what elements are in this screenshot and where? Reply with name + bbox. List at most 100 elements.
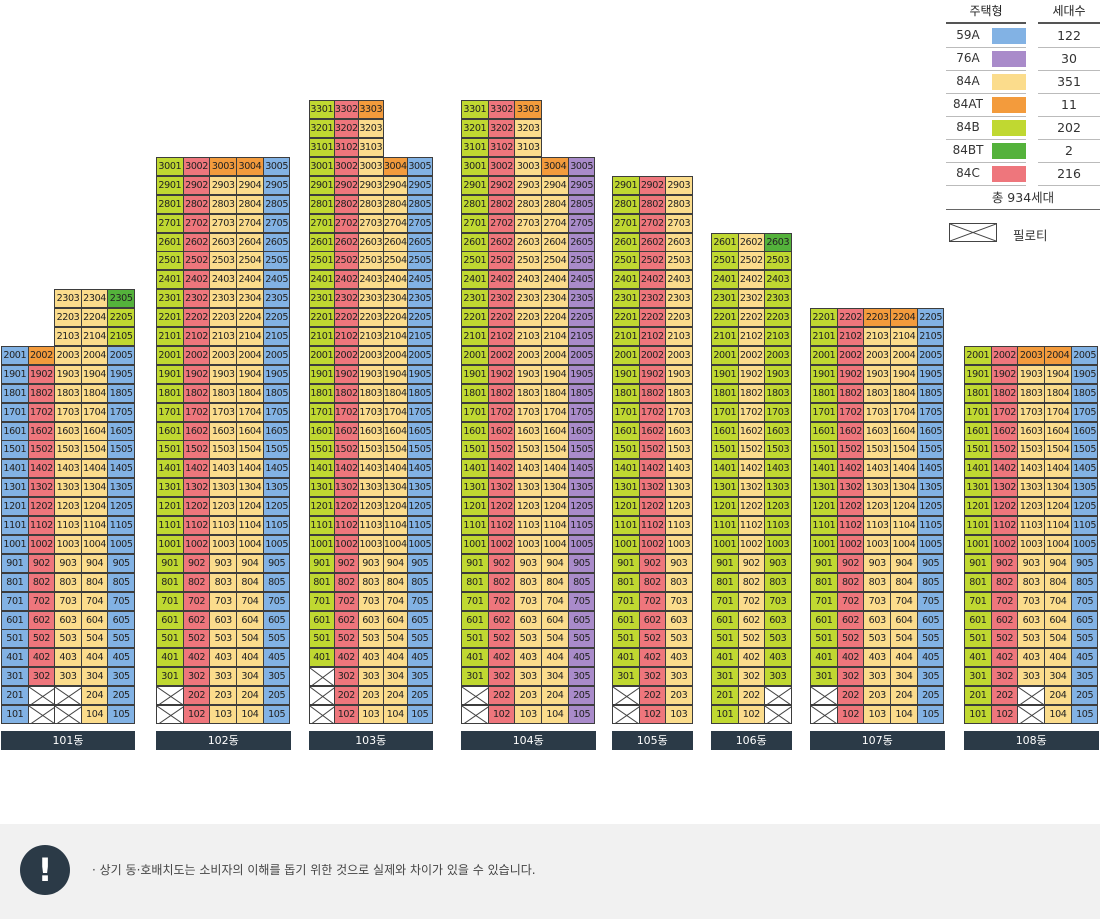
unit-102: 102 (487, 705, 516, 724)
unit-3005: 3005 (407, 156, 433, 176)
unit-2702: 2702 (638, 213, 666, 233)
unit-1602: 1602 (487, 421, 516, 441)
unit-2103: 2103 (665, 327, 693, 346)
unit-2204: 2204 (382, 308, 408, 328)
legend-item-84bt: 84BT 2 (946, 139, 1100, 162)
unit-2701: 2701 (612, 213, 640, 233)
unit-401: 401 (461, 648, 489, 668)
unit-3001: 3001 (461, 156, 489, 176)
unit-1803: 1803 (209, 383, 238, 403)
unit-2102: 2102 (333, 327, 359, 346)
unit-703: 703 (665, 591, 693, 611)
unit-404: 404 (236, 648, 264, 668)
unit-2702: 2702 (333, 213, 359, 233)
unit-3301: 3301 (461, 100, 489, 120)
unit-502: 502 (487, 629, 516, 649)
legend-item-84c: 84C 216 (946, 162, 1100, 185)
unit-1401: 1401 (810, 459, 838, 479)
unit-602: 602 (737, 610, 765, 630)
unit-2501: 2501 (612, 251, 640, 271)
unit-1402: 1402 (333, 459, 359, 479)
unit-502: 502 (27, 629, 56, 649)
unit-1802: 1802 (990, 383, 1019, 403)
unit-503: 503 (209, 629, 238, 649)
unit-2004: 2004 (80, 345, 109, 365)
unit-803: 803 (514, 572, 543, 592)
unit-501: 501 (1, 629, 29, 649)
unit-1003: 1003 (764, 534, 792, 554)
unit-704: 704 (1044, 591, 1072, 611)
unit-1802: 1802 (182, 383, 211, 403)
unit-802: 802 (737, 572, 765, 592)
unit-2705: 2705 (407, 213, 433, 233)
unit-1103: 1103 (209, 516, 238, 535)
unit-1702: 1702 (182, 402, 211, 422)
unit-303: 303 (54, 667, 82, 687)
unit-1603: 1603 (209, 421, 238, 441)
legend-color-swatch (992, 51, 1026, 67)
unit-1001: 1001 (711, 534, 739, 554)
legend-color-swatch (992, 28, 1026, 44)
unit-2503: 2503 (764, 251, 792, 271)
unit-1801: 1801 (156, 383, 184, 403)
unit-1704: 1704 (541, 402, 569, 422)
unit-605: 605 (567, 610, 596, 630)
unit-1905: 1905 (107, 364, 135, 384)
unit-1002: 1002 (737, 534, 765, 554)
unit-1704: 1704 (890, 402, 918, 422)
unit-1201: 1201 (156, 497, 184, 517)
unit-205: 205 (916, 686, 945, 706)
unit-805: 805 (407, 572, 433, 592)
unit-801: 801 (964, 572, 992, 592)
unit-2002: 2002 (333, 345, 359, 365)
unit-1605: 1605 (407, 421, 433, 441)
unit-804: 804 (890, 572, 918, 592)
unit-804: 804 (236, 572, 264, 592)
legend-count-header: 세대수 (1038, 0, 1100, 24)
unit-2903: 2903 (514, 175, 543, 195)
unit-2201: 2201 (711, 308, 739, 328)
unit-2205: 2205 (567, 308, 596, 328)
unit-1303: 1303 (209, 478, 238, 498)
unit-1503: 1503 (863, 440, 892, 460)
unit-1702: 1702 (333, 402, 359, 422)
unit-2003: 2003 (209, 345, 238, 365)
unit-405: 405 (262, 648, 291, 668)
unit-2001: 2001 (711, 345, 739, 365)
unit-3302: 3302 (487, 100, 516, 120)
unit-2003: 2003 (54, 345, 82, 365)
unit-2904: 2904 (382, 175, 408, 195)
unit-1405: 1405 (107, 459, 135, 479)
unit-2503: 2503 (358, 251, 384, 271)
unit-204: 204 (1044, 686, 1072, 706)
unit-1105: 1105 (262, 516, 291, 535)
unit-2005: 2005 (1070, 345, 1099, 365)
unit-2303: 2303 (665, 289, 693, 309)
unit-204: 204 (890, 686, 918, 706)
unit-1201: 1201 (711, 497, 739, 517)
unit-803: 803 (1017, 572, 1046, 592)
unit-2403: 2403 (665, 270, 693, 290)
unit-1802: 1802 (333, 383, 359, 403)
unit-902: 902 (333, 553, 359, 573)
unit-202: 202 (836, 686, 865, 706)
unit-2105: 2105 (916, 327, 945, 346)
unit-3101: 3101 (461, 138, 489, 157)
unit-1404: 1404 (1044, 459, 1072, 479)
unit-2801: 2801 (461, 194, 489, 214)
unit-2202: 2202 (333, 308, 359, 328)
unit-1003: 1003 (665, 534, 693, 554)
unit-2202: 2202 (737, 308, 765, 328)
unit-2304: 2304 (541, 289, 569, 309)
unit-2402: 2402 (638, 270, 666, 290)
unit-2003: 2003 (665, 345, 693, 365)
unit-602: 602 (333, 610, 359, 630)
unit-903: 903 (514, 553, 543, 573)
unit-703: 703 (764, 591, 792, 611)
unit-801: 801 (461, 572, 489, 592)
unit-2404: 2404 (541, 270, 569, 290)
unit-1904: 1904 (541, 364, 569, 384)
unit-2102: 2102 (638, 327, 666, 346)
unit-1404: 1404 (890, 459, 918, 479)
unit-1405: 1405 (262, 459, 291, 479)
